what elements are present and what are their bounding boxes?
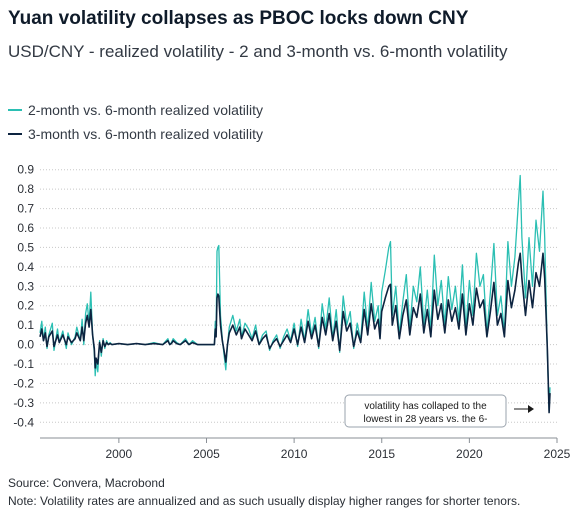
series-line-2m	[39, 174, 551, 412]
legend-label-3m: 3-month vs. 6-month realized volatility	[28, 126, 263, 142]
grid-layer: -0.4 -0.3 -0.2 -0.1 0.0 0.1 0.2 0.3 0.4 0.5 0.6 0.7…	[13, 163, 570, 461]
x-tick-label: 2020	[456, 447, 483, 461]
y-tick-label: 0.1	[17, 318, 34, 332]
y-tick-label: 0.3	[17, 279, 34, 293]
y-tick-label: -0.2	[13, 376, 34, 390]
y-tick-label: 0.6	[17, 221, 34, 235]
y-tick-label: 0.8	[17, 182, 34, 196]
y-tick-label: 0.9	[17, 163, 34, 177]
source-note: Source: Convera, Macrobond	[8, 476, 165, 490]
y-tick-label: 0.5	[17, 240, 34, 254]
footnote: Note: Volatility rates are annualized an…	[8, 494, 521, 508]
legend-label-2m: 2-month vs. 6-month realized volatility	[28, 102, 263, 118]
x-tick-label: 2010	[281, 447, 308, 461]
annotation-text-line2: lowest in 28 years vs. the 6-	[364, 414, 488, 425]
y-tick-label: 0.7	[17, 202, 34, 216]
annotation: volatility has collaped to the lowest in…	[344, 394, 534, 428]
series-line-3m	[39, 252, 551, 414]
x-tick-label: 2025	[544, 447, 571, 461]
legend-item-2m: 2-month vs. 6-month realized volatility	[8, 98, 263, 122]
annotation-arrow-head	[528, 405, 534, 413]
y-tick-label: -0.1	[13, 357, 34, 371]
y-tick-label: -0.4	[13, 415, 34, 429]
x-tick-label: 2000	[106, 447, 133, 461]
annotation-box	[344, 394, 507, 428]
series-layer	[39, 174, 551, 414]
legend-swatch-3m	[8, 133, 22, 135]
y-tick-label: 0.4	[17, 260, 34, 274]
y-tick-label: 0.2	[17, 299, 34, 313]
x-tick-label: 2015	[368, 447, 395, 461]
chart-subtitle: USD/CNY - realized volatility - 2 and 3-…	[8, 42, 508, 61]
x-tick-label: 2005	[193, 447, 220, 461]
annotation-text-line1: volatility has collaped to the	[364, 401, 487, 412]
legend-item-3m: 3-month vs. 6-month realized volatility	[8, 122, 263, 146]
y-tick-label: 0.0	[17, 338, 34, 352]
footer: Source: Convera, Macrobond Note: Volatil…	[8, 474, 520, 510]
legend-swatch-2m	[8, 109, 22, 111]
y-tick-label: -0.3	[13, 396, 34, 410]
legend: 2-month vs. 6-month realized volatility …	[8, 98, 263, 146]
chart-title: Yuan volatility collapses as PBOC locks …	[8, 8, 469, 29]
